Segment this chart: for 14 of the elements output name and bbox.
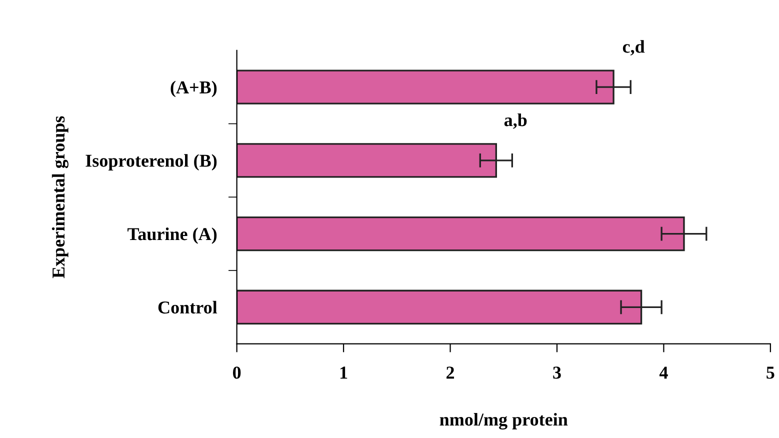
y-tick-label: (A+B) xyxy=(170,80,217,98)
x-tick-label: 2 xyxy=(446,366,454,379)
x-axis-title: nmol/mg protein xyxy=(440,412,568,430)
x-tick-label: 0 xyxy=(232,366,241,379)
x-tick-label: 1 xyxy=(340,366,348,379)
y-tick-label: Control xyxy=(158,300,218,314)
annotation: a,b xyxy=(504,113,527,129)
annotation: c,d xyxy=(622,40,645,56)
y-tick-label: Isoproterenol (B) xyxy=(86,154,217,171)
x-tick-label: 3 xyxy=(553,366,561,379)
y-tick-label: Taurine (A) xyxy=(128,228,217,244)
y-axis-title: Experimental groups xyxy=(52,116,68,278)
x-tick-label: 4 xyxy=(659,366,668,379)
x-tick-label: 5 xyxy=(766,366,774,379)
